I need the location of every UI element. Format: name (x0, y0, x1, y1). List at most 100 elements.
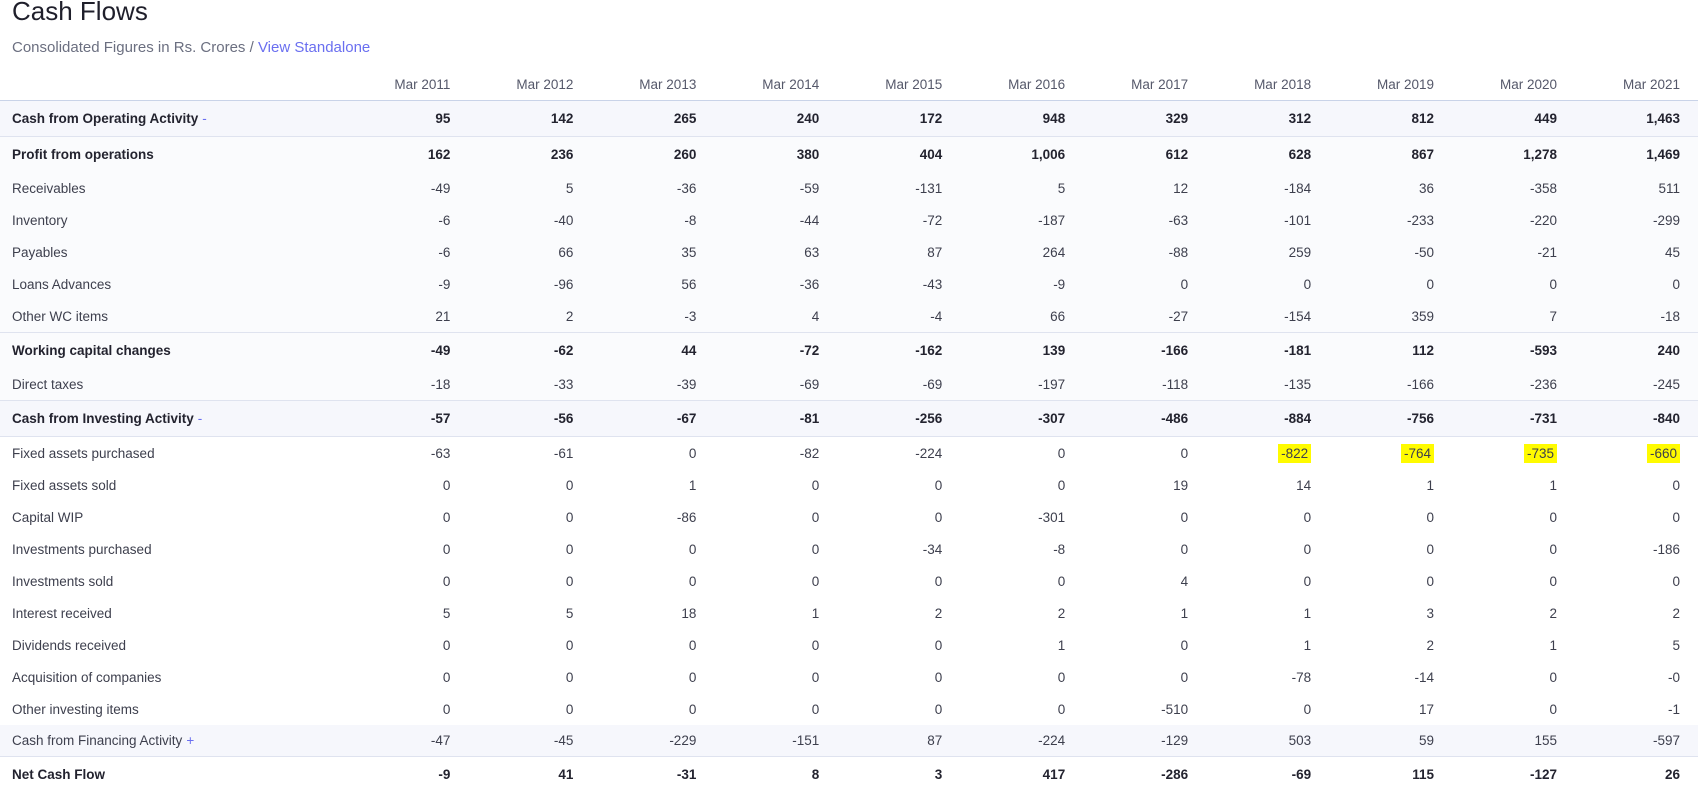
table-row: Capital WIP 0 0 -86 0 0 -301 0 0 0 0 0 (0, 501, 1698, 533)
value-cell: -358 (1452, 172, 1576, 204)
cell-value: 1,463 (1646, 111, 1680, 126)
value-cell: -14 (1329, 661, 1452, 693)
value-cell: 2 (1329, 629, 1452, 661)
value-cell: -1 (1575, 693, 1698, 725)
value-cell: 59 (1329, 725, 1453, 757)
row-label-cell: Dividends received (0, 629, 345, 661)
value-cell: -34 (837, 533, 960, 565)
cell-value: -18 (1660, 308, 1680, 324)
cell-value: 66 (1050, 308, 1066, 324)
value-cell: 0 (1329, 533, 1452, 565)
value-cell: -131 (837, 172, 961, 204)
expand-toggle[interactable]: + (186, 733, 195, 748)
cell-value: -50 (1414, 244, 1435, 260)
cell-value: -69 (922, 376, 943, 392)
cell-value: -236 (1529, 376, 1558, 392)
value-cell: 0 (1206, 565, 1329, 597)
table-row[interactable]: Cash from Operating Activity - 95 142 265 240… (0, 100, 1698, 137)
cell-value: -593 (1529, 343, 1558, 358)
value-cell: -236 (1452, 368, 1576, 401)
cell-value: 0 (565, 637, 574, 653)
value-cell: -233 (1329, 204, 1453, 236)
value-cell: -301 (960, 501, 1083, 533)
cell-value: 162 (427, 147, 451, 162)
value-cell: -731 (1452, 400, 1576, 437)
cell-value: -220 (1529, 212, 1558, 228)
value-cell: 95 (345, 100, 469, 137)
value-cell: -756 (1329, 400, 1453, 437)
cell-value: 0 (688, 573, 697, 589)
value-cell: -9 (345, 756, 469, 791)
value-cell: 1 (1206, 629, 1329, 661)
view-standalone-link[interactable]: View Standalone (257, 39, 371, 56)
cell-value: 115 (1412, 766, 1435, 782)
cell-value: 112 (1412, 343, 1435, 358)
cell-value: 139 (1042, 343, 1066, 358)
value-cell: 0 (1206, 693, 1329, 725)
value-cell: 0 (345, 661, 468, 693)
value-cell: 1,278 (1452, 136, 1576, 172)
cell-value: -9 (438, 766, 451, 782)
value-cell: 1 (591, 469, 714, 501)
cell-value: 1,278 (1523, 147, 1558, 162)
cell-value: -129 (1161, 733, 1189, 748)
collapse-toggle[interactable]: - (197, 411, 203, 426)
value-cell: -660 (1575, 437, 1698, 470)
value-cell: 0 (1206, 533, 1329, 565)
cell-value: 0 (1672, 477, 1680, 493)
cell-value: 1,006 (1031, 147, 1066, 162)
cell-value: 0 (1426, 509, 1435, 525)
row-label-cell: Investments purchased (0, 533, 345, 565)
cell-value: 0 (565, 701, 574, 717)
value-cell: -245 (1575, 368, 1698, 401)
cell-value: 0 (1057, 573, 1066, 589)
cell-value: 0 (442, 669, 451, 685)
cell-value: -510 (1161, 701, 1189, 717)
cell-value: -187 (1038, 212, 1066, 228)
value-cell: -186 (1575, 533, 1698, 565)
value-cell: -96 (468, 268, 592, 300)
cell-value: 259 (1288, 244, 1312, 260)
collapse-toggle[interactable]: - (202, 111, 207, 126)
cell-value: 2 (1549, 605, 1558, 621)
value-cell: 0 (468, 469, 591, 501)
cell-value: 0 (1303, 573, 1312, 589)
cell-value: -162 (915, 343, 943, 358)
value-cell: -197 (960, 368, 1084, 401)
value-cell: 1 (1083, 597, 1206, 629)
cell-value: -57 (430, 411, 451, 426)
row-label-cell: Acquisition of companies (0, 661, 345, 693)
cell-value: 5 (1057, 180, 1066, 196)
cell-value: 867 (1411, 147, 1435, 162)
cell-value: -63 (1168, 212, 1189, 228)
cell-value: 0 (1549, 701, 1558, 717)
cell-value: 1 (688, 477, 697, 493)
cell-value: -286 (1161, 766, 1189, 782)
cell-value: -21 (1537, 244, 1558, 260)
cell-value: -166 (1407, 376, 1435, 392)
cell-value: 0 (688, 669, 697, 685)
value-cell: -118 (1083, 368, 1207, 401)
row-label: Other WC items (12, 308, 109, 324)
subtitle-text: Consolidated Figures in Rs. Crores / (12, 39, 258, 56)
table-row[interactable]: Cash from Financing Activity + -47 -45 -229 -… (0, 725, 1698, 757)
column-header: Mar 2018 (1206, 68, 1330, 101)
value-cell: -44 (714, 204, 838, 236)
cell-value: 87 (927, 244, 943, 260)
row-label: Fixed assets sold (12, 477, 117, 493)
value-cell: -82 (714, 437, 837, 470)
cell-value: 0 (934, 701, 943, 717)
value-cell: 0 (714, 469, 837, 501)
table-row: Direct taxes -18 -33 -39 -69 -69 -197 -118 -135 -… (0, 368, 1698, 401)
row-label: Investments sold (12, 573, 114, 589)
table-row[interactable]: Cash from Investing Activity - -57 -56 -67 -8… (0, 400, 1698, 437)
value-cell: -307 (960, 400, 1084, 437)
value-cell: 87 (837, 236, 961, 268)
value-cell: -597 (1575, 725, 1698, 757)
cell-value: 18 (681, 605, 697, 621)
value-cell: -6 (345, 204, 469, 236)
cell-value: -299 (1652, 212, 1680, 228)
cell-value: -81 (799, 411, 820, 426)
cell-value: 41 (558, 766, 574, 782)
